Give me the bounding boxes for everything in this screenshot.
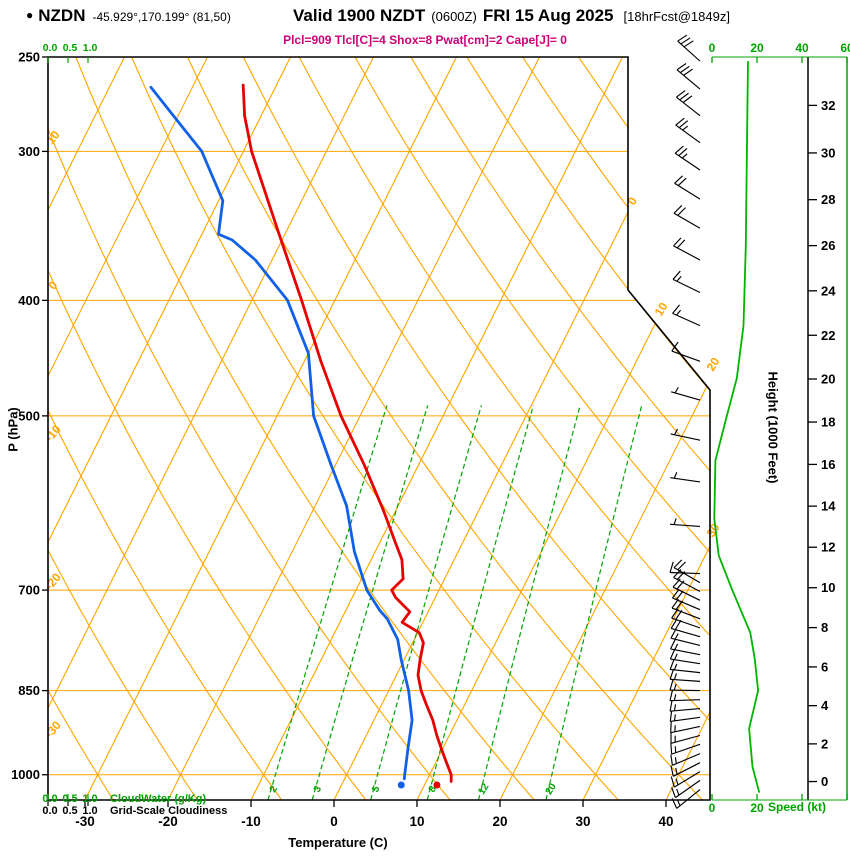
svg-text:40: 40	[658, 814, 673, 829]
svg-text:32: 32	[821, 98, 835, 113]
svg-text:700: 700	[18, 583, 40, 598]
svg-text:250: 250	[18, 50, 40, 65]
cloudwater-tick-label: 0.5	[62, 793, 78, 805]
svg-text:0: 0	[709, 801, 716, 815]
station-coords: -45.929°,170.199° (81,50)	[92, 10, 231, 24]
svg-text:-30: -30	[42, 718, 64, 741]
station-header: ● NZDN -45.929°,170.199° (81,50)	[26, 6, 231, 26]
height-axis-title: Height (1000 Feet)	[765, 371, 781, 484]
valid-time: Valid 1900 NZDT	[293, 6, 426, 25]
skewt-grid	[48, 57, 710, 800]
svg-text:10: 10	[821, 580, 835, 595]
svg-text:14: 14	[821, 499, 836, 514]
cloudwater-scale-bottom: 0.0 0.5 1.0 CloudWater (g/Kg)	[40, 793, 206, 805]
svg-text:0: 0	[330, 814, 338, 829]
pressure-axis: 250 300 400 500 700 850 1000	[11, 50, 48, 782]
mixing-ratio-lines	[267, 405, 643, 800]
svg-text:20: 20	[750, 801, 764, 815]
svg-text:10: 10	[43, 128, 63, 147]
svg-text:6: 6	[821, 659, 828, 674]
svg-text:28: 28	[821, 192, 835, 207]
temperature-axis: -30 -20 -10 0 10 20 30 40	[75, 800, 674, 829]
cloudwater-tick-label: 0.0	[42, 793, 58, 805]
forecast-tag: [18hrFcst@1849z]	[623, 9, 730, 24]
svg-text:10: 10	[652, 300, 671, 319]
svg-text:20: 20	[492, 814, 507, 829]
svg-text:30: 30	[821, 145, 835, 160]
svg-text:10: 10	[409, 814, 424, 829]
cloudwater-scale-top: 0.0 0.5 1.0	[40, 42, 100, 54]
stability-indices: Plcl=909 Tlcl[C]=4 Shox=8 Pwat[cm]=2 Cap…	[283, 33, 567, 47]
svg-text:16: 16	[821, 457, 835, 472]
cloudwater-tick-label: 1.0	[82, 42, 98, 54]
temperature-line	[241, 83, 453, 783]
station-dot-icon: ●	[26, 8, 34, 22]
svg-text:5: 5	[370, 784, 383, 795]
svg-text:20: 20	[821, 371, 835, 386]
cloudwater-tick-label: 0.5	[62, 42, 78, 54]
cloudiness-label: Grid-Scale Cloudiness	[110, 805, 228, 817]
cloudiness-tick-label: 0.0	[42, 805, 58, 817]
svg-text:8: 8	[821, 620, 828, 635]
valid-time-utc: (0600Z)	[431, 9, 477, 24]
wind-barbs	[669, 34, 701, 809]
svg-text:-30: -30	[75, 814, 95, 829]
svg-text:-10: -10	[241, 814, 261, 829]
svg-text:0: 0	[709, 41, 716, 55]
svg-text:850: 850	[18, 683, 40, 698]
svg-text:60: 60	[840, 41, 850, 55]
svg-text:12: 12	[476, 781, 491, 797]
svg-text:2: 2	[268, 784, 281, 795]
cloudwater-label: CloudWater (g/Kg)	[110, 793, 207, 805]
svg-text:8: 8	[427, 784, 440, 795]
svg-text:300: 300	[18, 144, 40, 159]
svg-text:40: 40	[795, 41, 809, 55]
svg-text:30: 30	[704, 521, 723, 540]
surface-temperature-dot	[433, 781, 441, 789]
svg-text:18: 18	[821, 415, 835, 430]
svg-text:20: 20	[544, 781, 559, 797]
dewpoint-line	[149, 85, 414, 781]
plot-border	[47, 56, 711, 801]
svg-text:4: 4	[821, 698, 829, 713]
svg-text:1000: 1000	[11, 767, 40, 782]
station-name: NZDN	[38, 6, 86, 25]
cloudiness-scale-bottom: 0.0 0.5 1.0 Grid-Scale Cloudiness	[40, 805, 227, 817]
valid-date: FRI 15 Aug 2025	[482, 6, 614, 25]
svg-text:0: 0	[821, 774, 828, 789]
cloudwater-tick-label: 0.0	[42, 42, 58, 54]
svg-text:-10: -10	[42, 422, 64, 445]
cloudwater-tick-label: 1.0	[82, 793, 98, 805]
svg-text:12: 12	[821, 540, 835, 555]
svg-text:2: 2	[821, 736, 828, 751]
svg-text:24: 24	[821, 283, 836, 298]
pressure-axis-title: P (hPa)	[5, 407, 21, 452]
svg-text:400: 400	[18, 293, 40, 308]
svg-text:500: 500	[18, 408, 40, 423]
valid-time-header: Valid 1900 NZDT (0600Z) FRI 15 Aug 2025 [18…	[293, 6, 730, 26]
wind-speed-line	[713, 61, 761, 793]
temperature-axis-title: Temperature (C)	[288, 835, 388, 850]
svg-text:-20: -20	[158, 814, 178, 829]
svg-text:20: 20	[704, 355, 723, 374]
svg-text:26: 26	[821, 238, 835, 253]
cloudiness-tick-label: 1.0	[82, 805, 98, 817]
speed-axis: 0204060020	[47, 41, 850, 815]
svg-text:22: 22	[821, 328, 835, 343]
svg-text:3: 3	[312, 784, 325, 795]
cloudiness-tick-label: 0.5	[62, 805, 78, 817]
svg-text:30: 30	[575, 814, 590, 829]
speed-axis-title: Speed (kt)	[768, 800, 827, 814]
svg-text:20: 20	[750, 41, 764, 55]
surface-dewpoint-dot	[397, 781, 405, 789]
